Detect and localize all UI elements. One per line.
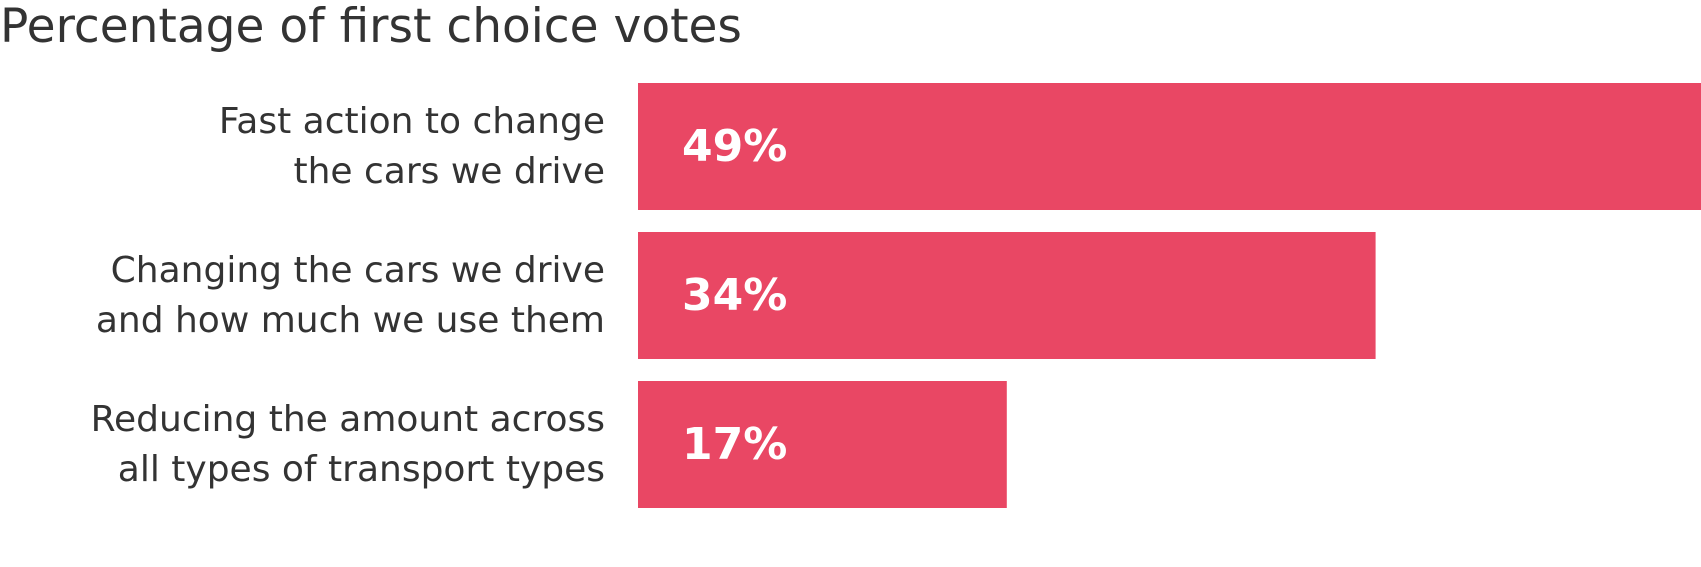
chart-title: Percentage of first choice votes — [0, 0, 742, 54]
value-label-3: 17% — [682, 419, 787, 470]
category-label-1: Fast action to change the cars we drive — [219, 101, 605, 192]
value-label-1: 49% — [682, 121, 787, 172]
bar-3 — [638, 381, 1007, 508]
category-label-2-line-1: Changing the cars we drive — [111, 250, 605, 291]
category-label-3-line-2: all types of transport types — [118, 449, 605, 490]
category-label-1-line-2: the cars we drive — [293, 151, 605, 192]
value-label-2: 34% — [682, 270, 787, 321]
category-label-2: Changing the cars we drive and how much w… — [96, 250, 605, 341]
category-label-1-line-1: Fast action to change — [219, 101, 605, 142]
category-label-2-line-2: and how much we use them — [96, 300, 605, 341]
category-label-3-line-1: Reducing the amount across — [91, 399, 605, 440]
bar-1 — [638, 83, 1701, 210]
bar-2 — [638, 232, 1376, 359]
category-label-3: Reducing the amount across all types of t… — [91, 399, 605, 490]
